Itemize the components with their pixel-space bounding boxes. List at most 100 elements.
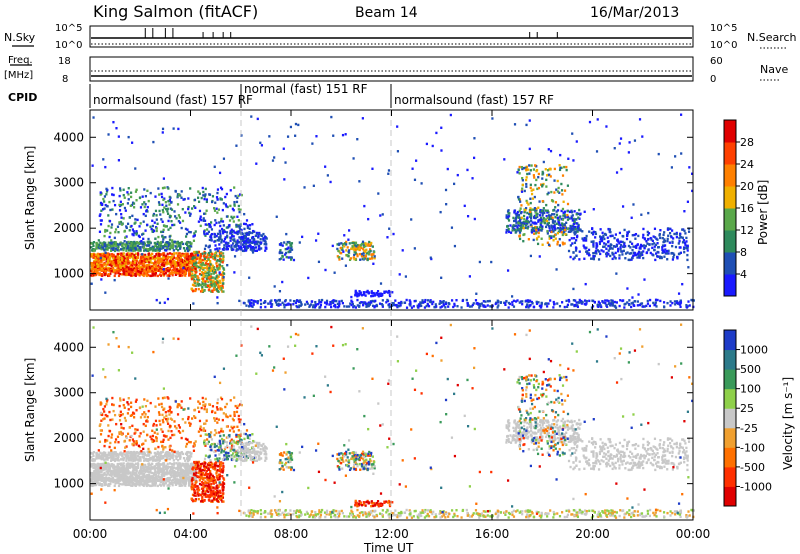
power-cell bbox=[262, 239, 265, 242]
power-cell bbox=[318, 301, 321, 304]
power-cell bbox=[122, 193, 125, 197]
power-cell bbox=[678, 234, 682, 237]
power-cell bbox=[680, 113, 683, 116]
power-cell bbox=[531, 228, 534, 231]
power-cell bbox=[118, 209, 122, 212]
power-cell bbox=[290, 248, 294, 251]
power-cell bbox=[158, 301, 162, 305]
power-cell bbox=[332, 134, 335, 137]
power-cell bbox=[256, 117, 259, 121]
power-cell bbox=[518, 165, 521, 169]
power-cell bbox=[114, 248, 117, 252]
power-cell bbox=[523, 226, 527, 230]
power-cell bbox=[614, 245, 617, 248]
power-cell bbox=[638, 247, 641, 250]
power-cell bbox=[671, 258, 675, 261]
power-cell bbox=[198, 282, 201, 286]
power-cell bbox=[159, 257, 163, 261]
power-cell bbox=[666, 237, 669, 241]
power-cell bbox=[216, 266, 220, 269]
power-cell bbox=[274, 301, 278, 304]
power-cell bbox=[175, 242, 178, 245]
power-cell bbox=[210, 284, 213, 288]
power-cell bbox=[317, 302, 320, 306]
power-cell bbox=[119, 243, 122, 246]
power-cell bbox=[212, 281, 215, 284]
power-cell bbox=[361, 240, 365, 244]
power-cell bbox=[171, 258, 174, 262]
power-cell bbox=[519, 224, 522, 228]
power-cell bbox=[429, 299, 432, 302]
power-cell bbox=[190, 265, 193, 269]
power-cell bbox=[505, 214, 508, 217]
power-cell bbox=[525, 182, 528, 186]
power-cell bbox=[549, 217, 553, 220]
power-cell bbox=[193, 260, 197, 263]
power-cell bbox=[661, 251, 664, 255]
power-cell bbox=[193, 234, 196, 237]
power-cell bbox=[530, 214, 533, 217]
nave-tick-top: 60 bbox=[710, 56, 723, 67]
power-cell bbox=[649, 298, 652, 302]
power-cell bbox=[338, 300, 341, 303]
power-cell bbox=[198, 269, 202, 272]
power-cell bbox=[125, 242, 129, 245]
power-cell bbox=[125, 253, 128, 256]
power-cell bbox=[354, 248, 357, 252]
power-cell bbox=[148, 267, 151, 270]
power-cell bbox=[547, 302, 550, 305]
power-cell bbox=[545, 178, 548, 182]
power-cell bbox=[590, 257, 593, 260]
power-cell bbox=[356, 243, 359, 247]
power-cell bbox=[124, 243, 127, 246]
power-cell bbox=[98, 261, 101, 264]
power-cell bbox=[673, 300, 677, 303]
power-cell bbox=[147, 270, 150, 274]
power-cell bbox=[146, 210, 149, 213]
power-cell bbox=[129, 274, 133, 277]
power-cell bbox=[143, 262, 146, 266]
power-cell bbox=[620, 167, 623, 171]
power-cell bbox=[96, 271, 99, 275]
power-cell bbox=[152, 263, 156, 266]
power-cell bbox=[118, 203, 121, 207]
power-cell bbox=[350, 299, 353, 302]
power-cell bbox=[173, 252, 176, 255]
power-cell bbox=[127, 193, 130, 196]
power-cell bbox=[592, 208, 595, 211]
power-cell bbox=[646, 302, 650, 305]
power-cell bbox=[104, 251, 107, 254]
power-cell bbox=[206, 279, 209, 283]
power-cell bbox=[292, 299, 296, 303]
power-cell bbox=[614, 251, 617, 255]
power-cell bbox=[138, 225, 141, 228]
power-cell bbox=[162, 263, 165, 267]
power-cell bbox=[151, 261, 154, 265]
power-cell bbox=[189, 267, 192, 270]
power-cell bbox=[519, 229, 522, 232]
power-cell bbox=[107, 246, 110, 249]
power-cell bbox=[647, 232, 651, 235]
power-cell bbox=[108, 241, 112, 245]
power-cell bbox=[145, 259, 148, 262]
power-cell bbox=[168, 243, 171, 246]
power-cell bbox=[220, 198, 223, 201]
velocity-cell bbox=[152, 474, 155, 478]
power-cell bbox=[547, 218, 551, 221]
power-cell bbox=[203, 259, 206, 262]
power-cell bbox=[595, 244, 598, 248]
power-cell bbox=[117, 266, 120, 270]
power-cell bbox=[155, 227, 158, 230]
power-cell bbox=[137, 241, 141, 245]
power-cell bbox=[561, 241, 564, 244]
power-cell bbox=[341, 133, 345, 137]
power-cell bbox=[435, 131, 438, 135]
power-cell bbox=[128, 248, 131, 251]
power-cell bbox=[209, 263, 212, 266]
power-cell bbox=[511, 301, 514, 304]
power-cell bbox=[205, 271, 209, 275]
power-cell bbox=[344, 264, 348, 267]
power-cell bbox=[166, 255, 170, 258]
power-cell bbox=[685, 244, 688, 248]
power-cell bbox=[168, 215, 171, 219]
